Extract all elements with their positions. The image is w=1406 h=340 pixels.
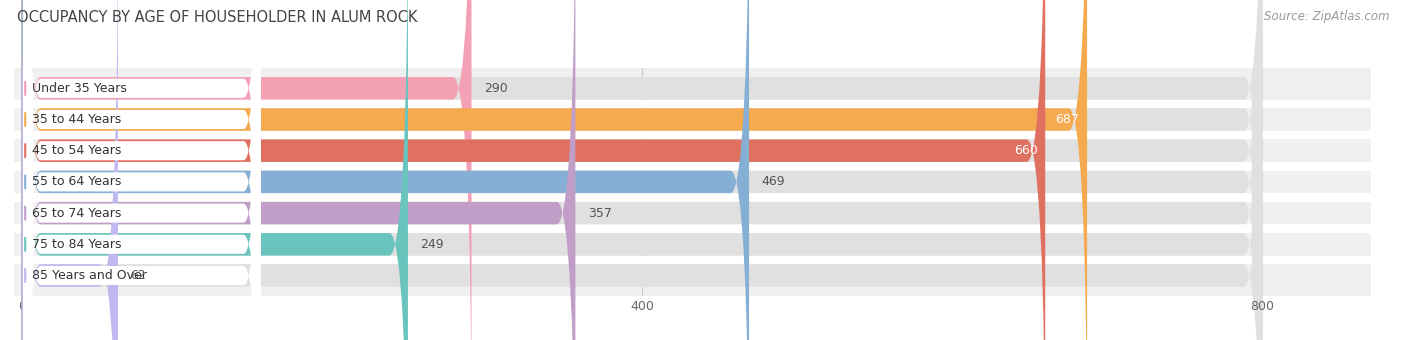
Text: 75 to 84 Years: 75 to 84 Years [32,238,121,251]
FancyBboxPatch shape [22,0,1087,340]
FancyBboxPatch shape [24,0,260,340]
Text: 290: 290 [484,82,508,95]
Text: 357: 357 [588,207,612,220]
FancyBboxPatch shape [14,224,1371,233]
FancyBboxPatch shape [14,162,1371,171]
FancyBboxPatch shape [24,0,260,340]
Text: 249: 249 [420,238,444,251]
FancyBboxPatch shape [14,256,1371,264]
Text: 65 to 74 Years: 65 to 74 Years [32,207,121,220]
FancyBboxPatch shape [22,0,1263,340]
Text: 469: 469 [762,175,785,188]
Text: 35 to 44 Years: 35 to 44 Years [32,113,121,126]
FancyBboxPatch shape [22,0,1263,340]
Text: 660: 660 [1014,144,1038,157]
FancyBboxPatch shape [22,0,749,340]
FancyBboxPatch shape [22,0,575,340]
FancyBboxPatch shape [22,0,1263,340]
FancyBboxPatch shape [22,0,1263,340]
Text: 85 Years and Over: 85 Years and Over [32,269,146,282]
Text: 62: 62 [131,269,146,282]
FancyBboxPatch shape [24,0,260,340]
FancyBboxPatch shape [22,0,118,340]
Text: 687: 687 [1056,113,1080,126]
FancyBboxPatch shape [22,0,1263,340]
FancyBboxPatch shape [14,193,1371,202]
Text: 45 to 54 Years: 45 to 54 Years [32,144,121,157]
FancyBboxPatch shape [24,0,260,340]
FancyBboxPatch shape [22,0,471,340]
Text: OCCUPANCY BY AGE OF HOUSEHOLDER IN ALUM ROCK: OCCUPANCY BY AGE OF HOUSEHOLDER IN ALUM … [17,10,418,25]
Text: Source: ZipAtlas.com: Source: ZipAtlas.com [1264,10,1389,23]
FancyBboxPatch shape [24,0,260,340]
FancyBboxPatch shape [14,131,1371,139]
FancyBboxPatch shape [22,0,408,340]
FancyBboxPatch shape [22,0,1263,340]
FancyBboxPatch shape [24,0,260,340]
Text: 55 to 64 Years: 55 to 64 Years [32,175,121,188]
Text: Under 35 Years: Under 35 Years [32,82,127,95]
FancyBboxPatch shape [14,100,1371,108]
FancyBboxPatch shape [22,0,1045,340]
FancyBboxPatch shape [22,0,1263,340]
FancyBboxPatch shape [24,0,260,340]
